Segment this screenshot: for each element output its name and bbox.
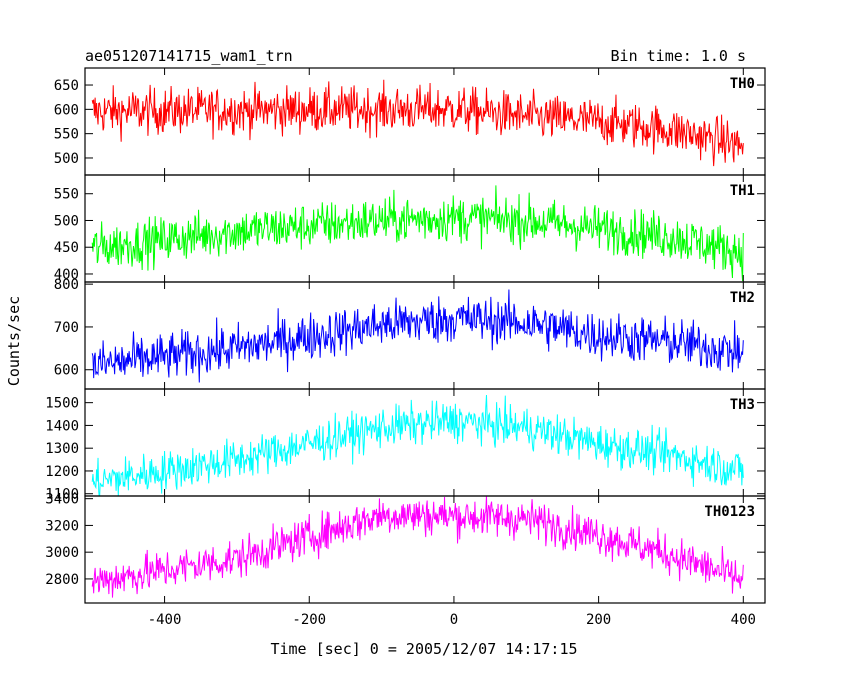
series-line-th3 (91, 394, 744, 496)
y-tick-label: 1400 (45, 418, 79, 434)
bin-time-label: Bin time: 1.0 s (611, 47, 746, 65)
y-tick-label: 450 (54, 240, 79, 256)
y-tick-label: 500 (54, 213, 79, 229)
y-tick-label: 800 (54, 277, 79, 293)
panel-label-th2: TH2 (730, 290, 755, 306)
y-tick-label: 3400 (45, 492, 79, 508)
y-tick-label: 400 (54, 267, 79, 283)
y-tick-label: 1300 (45, 441, 79, 457)
y-tick-label: 600 (54, 363, 79, 379)
y-tick-label: 600 (54, 102, 79, 118)
y-axis-label: Counts/sec (5, 296, 23, 386)
y-tick-label: 2800 (45, 572, 79, 588)
chart-title: ae051207141715_wam1_trn (85, 47, 293, 65)
x-tick-label: 0 (450, 612, 458, 628)
x-tick-label: -400 (148, 612, 182, 628)
panel-label-th3: TH3 (730, 397, 755, 413)
series-line-th2 (91, 289, 744, 383)
series-line-th0 (91, 79, 744, 167)
x-tick-label: 200 (586, 612, 611, 628)
y-tick-label: 550 (54, 127, 79, 143)
series-line-th0123 (91, 496, 744, 598)
y-tick-label: 550 (54, 187, 79, 203)
panel-frame-th0123 (84, 495, 766, 604)
panels: TH0 500 550 600 650 TH1 400 450 500 550 TH2 600 700 8… (45, 67, 766, 628)
y-tick-label: 3200 (45, 518, 79, 534)
x-tick-label: 400 (731, 612, 756, 628)
x-tick-label: -200 (292, 612, 326, 628)
panel-label-th0123: TH0123 (704, 504, 755, 520)
series-line-th1 (91, 185, 744, 282)
panel-label-th0: TH0 (730, 76, 755, 92)
y-tick-label: 700 (54, 320, 79, 336)
x-axis-label: Time [sec] 0 = 2005/12/07 14:17:15 (270, 640, 577, 658)
y-tick-label: 1500 (45, 396, 79, 412)
panel-label-th1: TH1 (730, 183, 755, 199)
panel-frame-th3 (84, 388, 766, 497)
y-tick-label: 500 (54, 151, 79, 167)
y-tick-label: 3000 (45, 545, 79, 561)
y-tick-label: 1200 (45, 464, 79, 480)
y-tick-label: 1100 (45, 487, 79, 503)
y-tick-label: 650 (54, 78, 79, 94)
